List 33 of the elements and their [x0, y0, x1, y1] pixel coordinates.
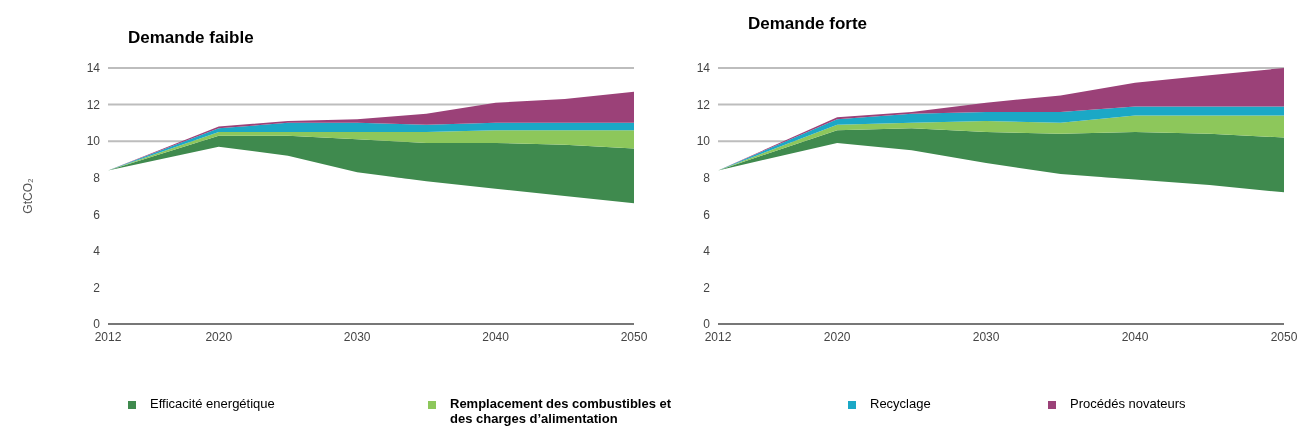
- x-tick-label: 2020: [823, 329, 851, 344]
- y-tick-label: 4: [93, 244, 101, 259]
- y-tick-label: 2: [93, 280, 101, 295]
- x-tick-label: 2050: [1270, 329, 1298, 344]
- y-tick-label: 12: [696, 97, 711, 112]
- y-tick-label: 4: [703, 244, 711, 259]
- y-tick-label: 14: [86, 61, 101, 76]
- y-tick-label: 8: [703, 170, 711, 185]
- x-tick-label: 2040: [1121, 329, 1149, 344]
- x-tick-label: 2030: [972, 329, 1000, 344]
- x-tick-label: 2030: [343, 329, 371, 344]
- legend-label: Remplacement des combustibles et des charges d’alimentation: [450, 396, 673, 426]
- x-tick-label: 2040: [482, 329, 510, 344]
- x-tick-label: 2012: [704, 329, 732, 344]
- y-tick-label: 10: [86, 134, 101, 149]
- chart-title: Demande faible: [128, 28, 254, 48]
- x-tick-label: 2012: [94, 329, 122, 344]
- y-tick-label: 14: [696, 61, 711, 76]
- y-tick-label: 0: [93, 317, 101, 332]
- y-axis-title: GtCO₂: [21, 178, 36, 214]
- x-tick-label: 2020: [205, 329, 233, 344]
- y-tick-label: 8: [93, 170, 101, 185]
- y-tick-label: 6: [93, 207, 101, 222]
- x-tick-label: 2050: [620, 329, 648, 344]
- y-tick-label: 12: [86, 97, 101, 112]
- y-tick-label: 2: [703, 280, 711, 295]
- legend-label: Procédés novateurs: [1070, 396, 1186, 411]
- chart-title: Demande forte: [748, 14, 868, 34]
- legend-label: Recyclage: [870, 396, 931, 411]
- y-tick-label: 10: [696, 134, 711, 149]
- legend-label: Efficacité energétique: [150, 396, 275, 411]
- y-tick-label: 6: [703, 207, 711, 222]
- y-tick-label: 0: [703, 317, 711, 332]
